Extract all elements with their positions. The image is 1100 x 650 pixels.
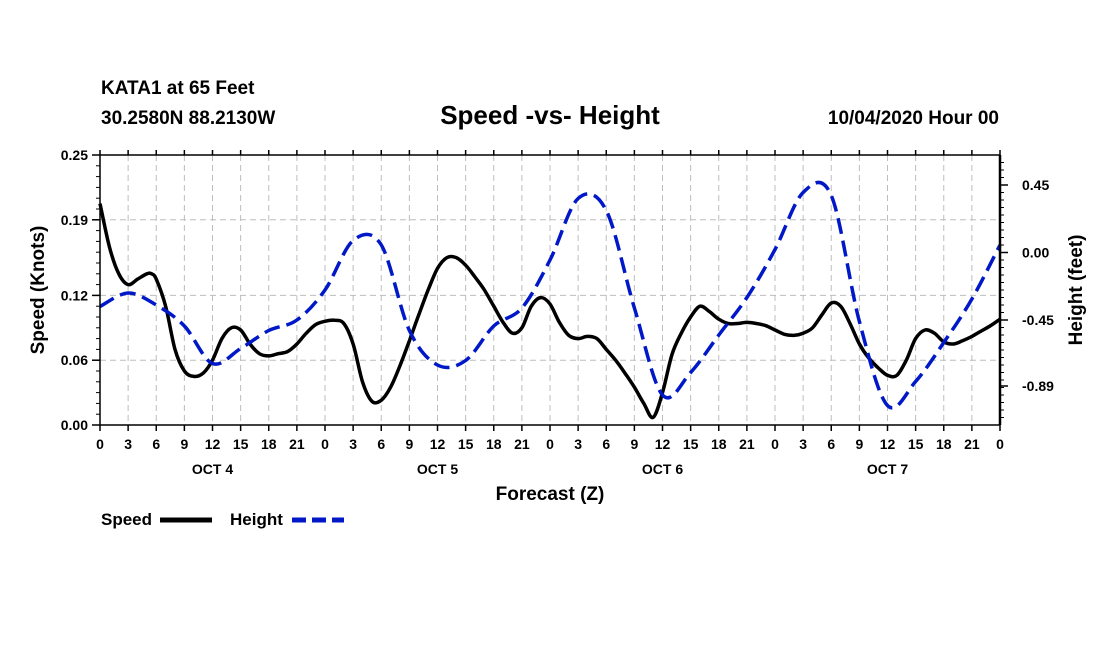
series-speed-line: [98, 203, 1001, 420]
x-tick-label: 0: [771, 436, 779, 452]
legend-height-label: Height: [230, 510, 283, 529]
grid: [100, 155, 1000, 425]
day-label: OCT 7: [867, 461, 908, 477]
series-layer: [98, 180, 1002, 420]
x-tick-label: 12: [880, 436, 896, 452]
station-label: KATA1 at 65 Feet: [101, 78, 255, 99]
y-left-tick-label: 0.12: [61, 287, 88, 303]
axes: [92, 150, 1008, 431]
x-tick-label: 18: [936, 436, 952, 452]
x-tick-label: 3: [349, 436, 357, 452]
x-tick-label: 21: [739, 436, 755, 452]
x-tick-label: 18: [261, 436, 277, 452]
y-right-tick-label: 0.00: [1022, 245, 1049, 261]
x-tick-label: 6: [152, 436, 160, 452]
x-tick-label: 15: [683, 436, 699, 452]
coords-label: 30.2580N 88.2130W: [101, 108, 275, 129]
legend-speed-label: Speed: [101, 510, 152, 529]
y-right-tick-label: -0.45: [1022, 312, 1054, 328]
x-tick-label: 9: [180, 436, 188, 452]
x-tick-label: 15: [233, 436, 249, 452]
x-tick-label: 12: [430, 436, 446, 452]
day-label: OCT 4: [192, 461, 233, 477]
y-axis-right-title: Height (feet): [1066, 235, 1087, 346]
axis-labels: 0 3 6 9 12 15 18 21 0 3 6 9 12 15 18 21 0 3 6 9 12 15 18 21 0 3 6 9…: [61, 147, 1054, 477]
x-tick-label: 6: [377, 436, 385, 452]
y-left-tick-label: 0.19: [61, 212, 88, 228]
y-left-tick-label: 0.25: [61, 147, 88, 163]
x-tick-label: 15: [908, 436, 924, 452]
y-right-tick-label: 0.45: [1022, 177, 1049, 193]
x-tick-label: 0: [546, 436, 554, 452]
x-tick-label: 3: [574, 436, 582, 452]
x-tick-label: 15: [458, 436, 474, 452]
x-tick-label: 3: [124, 436, 132, 452]
x-tick-label: 0: [996, 436, 1004, 452]
legend: Speed Height: [101, 510, 344, 529]
day-label: OCT 5: [417, 461, 458, 477]
chart-title: Speed -vs- Height: [440, 100, 660, 130]
x-tick-label: 6: [602, 436, 610, 452]
y-left-tick-label: 0.06: [61, 352, 88, 368]
x-tick-label: 12: [655, 436, 671, 452]
x-tick-label: 21: [964, 436, 980, 452]
x-tick-label: 0: [96, 436, 104, 452]
series-height-line: [99, 180, 1002, 410]
x-tick-label: 6: [827, 436, 835, 452]
y-right-tick-label: -0.89: [1022, 378, 1054, 394]
x-tick-label: 0: [321, 436, 329, 452]
x-tick-label: 9: [855, 436, 863, 452]
x-tick-label: 9: [630, 436, 638, 452]
y-left-tick-label: 0.00: [61, 417, 88, 433]
datetime-label: 10/04/2020 Hour 00: [828, 108, 999, 129]
x-tick-label: 18: [486, 436, 502, 452]
x-axis-title: Forecast (Z): [496, 484, 605, 505]
x-tick-label: 9: [405, 436, 413, 452]
y-axis-left-title: Speed (Knots): [28, 226, 49, 355]
x-tick-label: 3: [799, 436, 807, 452]
day-label: OCT 6: [642, 461, 683, 477]
x-tick-label: 21: [289, 436, 305, 452]
x-tick-label: 12: [205, 436, 221, 452]
x-tick-label: 18: [711, 436, 727, 452]
x-tick-label: 21: [514, 436, 530, 452]
